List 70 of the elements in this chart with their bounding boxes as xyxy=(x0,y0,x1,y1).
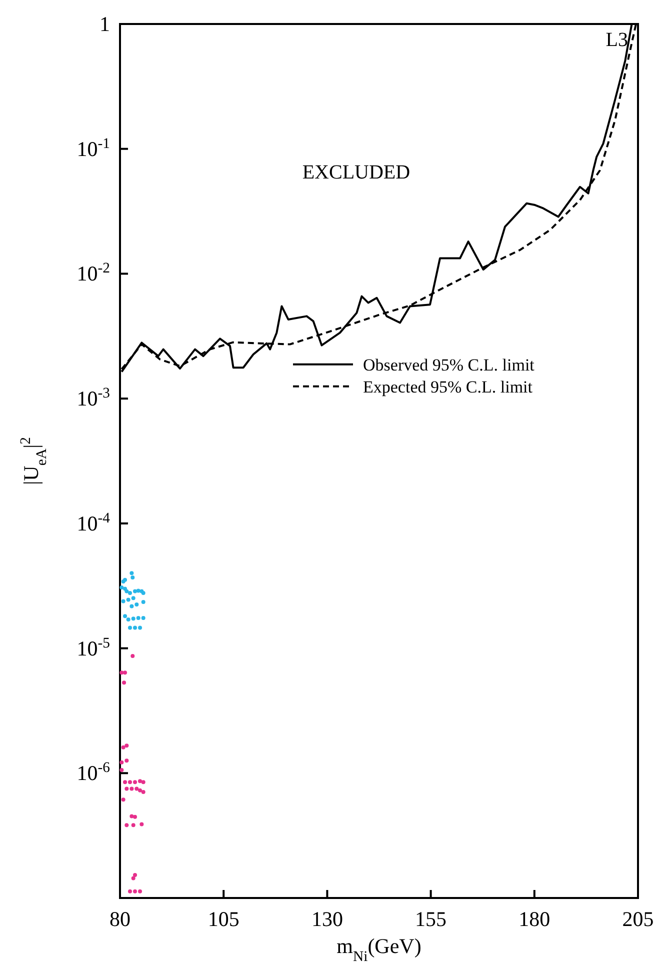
point xyxy=(124,758,129,763)
point xyxy=(133,780,137,784)
point xyxy=(136,588,140,593)
point xyxy=(120,760,124,764)
x-tick-label: 180 xyxy=(518,907,550,931)
point xyxy=(121,745,126,750)
legend-label: Observed 95% C.L. limit xyxy=(363,355,535,374)
y-tick-label: 10$^{-6}$ xyxy=(76,760,110,786)
point xyxy=(133,872,137,877)
point xyxy=(133,889,137,894)
point xyxy=(123,614,128,618)
point xyxy=(141,780,146,784)
point xyxy=(120,768,124,772)
point xyxy=(131,823,136,828)
point xyxy=(141,790,146,794)
x-tick-label: 205 xyxy=(622,907,654,931)
point xyxy=(124,823,129,828)
point xyxy=(130,604,134,608)
x-tick-label: 105 xyxy=(208,907,240,931)
point xyxy=(120,670,124,675)
annotation: L3 xyxy=(606,29,628,51)
point xyxy=(134,602,139,607)
x-tick-label: 80 xyxy=(110,907,130,931)
point xyxy=(128,626,132,630)
legend-label: Expected 95% C.L. limit xyxy=(363,377,533,396)
y-tick-label: 10$^{-1}$ xyxy=(76,136,110,161)
x-tick-label: 155 xyxy=(415,907,447,931)
point xyxy=(124,744,129,748)
point xyxy=(136,616,140,620)
point xyxy=(120,585,124,590)
point xyxy=(124,786,129,791)
point xyxy=(128,889,132,894)
point xyxy=(123,670,128,675)
point xyxy=(140,822,144,826)
y-tick-label: 10$^{-5}$ xyxy=(76,635,110,660)
point xyxy=(123,780,128,784)
point xyxy=(141,600,146,604)
point xyxy=(123,586,128,591)
x-axis-title: m$_{Ni}$(GeV) xyxy=(336,934,422,965)
point xyxy=(138,626,142,630)
annotation: EXCLUDED xyxy=(302,161,410,184)
y-tick-label: 10$^{-4}$ xyxy=(76,510,111,536)
point xyxy=(121,599,126,604)
y-tick-label: 1 xyxy=(100,12,110,36)
point xyxy=(141,616,146,620)
point xyxy=(133,626,137,630)
point xyxy=(128,591,132,596)
point xyxy=(124,589,129,594)
y-tick-label: 10$^{-2}$ xyxy=(76,260,110,286)
x-tick-label: 130 xyxy=(311,907,343,931)
point xyxy=(126,598,130,602)
point xyxy=(121,798,126,802)
point xyxy=(131,616,136,621)
point xyxy=(130,814,134,818)
point xyxy=(134,786,139,791)
y-tick-label: 10$^{-3}$ xyxy=(76,386,110,411)
point xyxy=(122,680,126,685)
point xyxy=(138,788,142,792)
point xyxy=(138,889,142,894)
point xyxy=(130,786,134,791)
point xyxy=(138,779,142,784)
point xyxy=(126,618,130,622)
point xyxy=(128,780,132,784)
point xyxy=(133,589,137,594)
point xyxy=(131,596,136,600)
point xyxy=(131,876,136,880)
point xyxy=(130,654,135,658)
point xyxy=(130,571,134,576)
point xyxy=(133,814,137,819)
point xyxy=(130,575,135,580)
